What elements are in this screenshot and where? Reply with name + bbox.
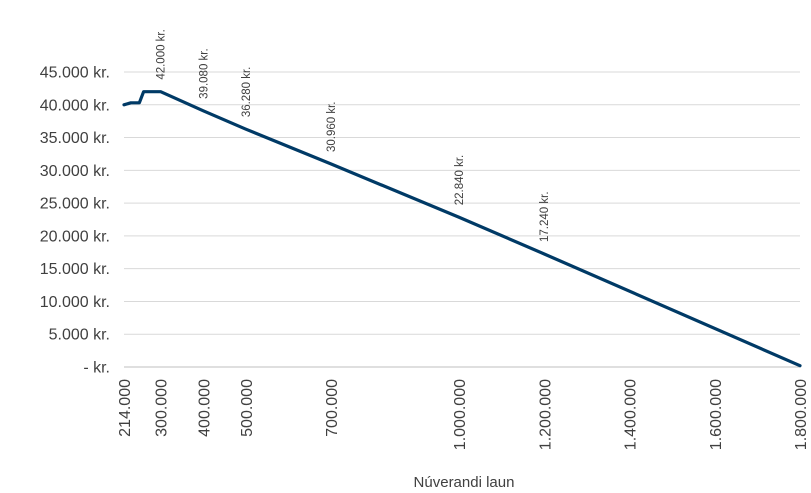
- series-line: [122, 90, 802, 368]
- y-tick-label: 15.000 kr.: [40, 261, 110, 278]
- y-tick-label: 30.000 kr.: [40, 163, 110, 180]
- x-axis-tick-labels: 214.000 300.000 400.000 500.000 700.000 1.000…: [117, 379, 810, 450]
- y-tick-label: 5.000 kr.: [49, 327, 110, 344]
- series-group: [122, 90, 802, 368]
- x-tick-label: 500.000: [239, 379, 256, 437]
- data-label: 36.280 kr.: [241, 67, 253, 118]
- x-tick-label: 300.000: [154, 379, 171, 437]
- y-tick-label: - kr.: [83, 360, 110, 377]
- x-tick-label: 1.400.000: [623, 379, 640, 450]
- data-label: 17.240 kr.: [539, 191, 551, 242]
- x-tick-label: 1.200.000: [537, 379, 554, 450]
- data-label: 30.960 kr.: [326, 102, 338, 153]
- y-tick-label: 35.000 kr.: [40, 130, 110, 147]
- y-tick-label: 10.000 kr.: [40, 294, 110, 311]
- x-tick-label: 400.000: [196, 379, 213, 437]
- x-tick-label: 1.000.000: [452, 379, 469, 450]
- x-tick-label: 1.600.000: [708, 379, 725, 450]
- gridlines: [124, 71, 800, 368]
- data-label: 22.840 kr.: [454, 155, 466, 206]
- data-label: 42.000 kr.: [156, 29, 168, 80]
- x-tick-label: 214.000: [117, 379, 134, 437]
- y-tick-label: 45.000 kr.: [40, 65, 110, 82]
- y-tick-label: 20.000 kr.: [40, 228, 110, 245]
- y-tick-label: 25.000 kr.: [40, 196, 110, 213]
- y-tick-label: 40.000 kr.: [40, 97, 110, 114]
- x-tick-label: 1.800.000: [793, 379, 810, 450]
- x-axis-title: Núverandi laun: [414, 474, 515, 491]
- data-labels: 42.000 kr. 39.080 kr. 36.280 kr. 30.960 kr.…: [156, 29, 552, 242]
- y-axis-tick-labels: 45.000 kr. 40.000 kr. 35.000 kr. 30.000 kr.…: [40, 65, 110, 377]
- data-label: 39.080 kr.: [198, 48, 210, 99]
- x-tick-label: 700.000: [324, 379, 341, 437]
